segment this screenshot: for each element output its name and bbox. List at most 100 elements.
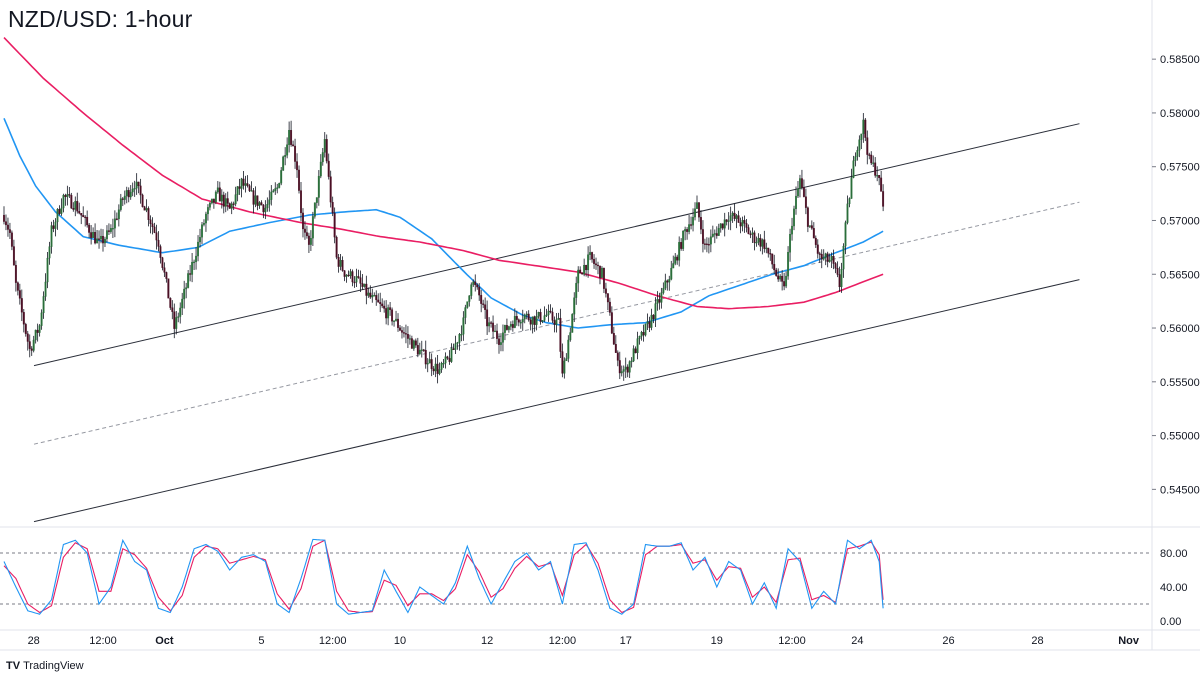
candle-up bbox=[355, 276, 358, 283]
candle-up bbox=[60, 207, 63, 214]
candle-up bbox=[458, 334, 461, 343]
candle-down bbox=[864, 119, 867, 138]
tradingview-name: TradingView bbox=[23, 660, 84, 672]
candle-down bbox=[549, 310, 552, 313]
candle-down bbox=[602, 267, 605, 289]
tradingview-logo[interactable]: TV TradingView bbox=[6, 660, 84, 672]
candle-up bbox=[393, 320, 396, 322]
candle-up bbox=[387, 307, 390, 319]
candle-down bbox=[422, 349, 425, 351]
candle-up bbox=[674, 256, 677, 264]
candle-up bbox=[640, 332, 643, 337]
candle-up bbox=[104, 238, 106, 244]
candle-down bbox=[878, 175, 881, 179]
stoch-k-line bbox=[3, 538, 884, 615]
candle-down bbox=[88, 224, 91, 233]
candle-up bbox=[280, 170, 283, 184]
candle-up bbox=[668, 279, 671, 283]
candle-down bbox=[777, 275, 780, 280]
candle-down bbox=[381, 303, 384, 307]
candle-up bbox=[46, 257, 49, 283]
candle-down bbox=[642, 332, 645, 336]
candle-up bbox=[50, 225, 53, 247]
candle-up bbox=[684, 229, 687, 232]
candle-down bbox=[806, 207, 809, 227]
candle-up bbox=[266, 204, 269, 209]
candle-up bbox=[650, 314, 653, 328]
candle-up bbox=[274, 188, 277, 191]
candle-up bbox=[709, 236, 712, 245]
candle-down bbox=[242, 178, 245, 186]
candle-down bbox=[527, 313, 530, 320]
candle-up bbox=[503, 325, 506, 333]
candle-up bbox=[862, 119, 865, 135]
candle-down bbox=[703, 243, 706, 245]
candle-up bbox=[797, 188, 799, 197]
candle-up bbox=[488, 322, 491, 327]
candle-down bbox=[595, 263, 597, 266]
candle-down bbox=[84, 216, 87, 219]
candle-down bbox=[414, 340, 417, 346]
candle-down bbox=[52, 225, 55, 229]
candle-up bbox=[601, 267, 603, 278]
candle-up bbox=[44, 281, 47, 297]
candle-down bbox=[810, 225, 813, 229]
candle-up bbox=[846, 203, 849, 223]
candle-up bbox=[133, 188, 136, 190]
candle-up bbox=[442, 362, 445, 365]
candle-down bbox=[814, 237, 817, 245]
candle-up bbox=[92, 232, 95, 238]
candle-up bbox=[224, 198, 227, 207]
candle-up bbox=[363, 283, 366, 287]
candle-down bbox=[559, 317, 562, 352]
candle-up bbox=[573, 297, 576, 315]
candle-down bbox=[818, 253, 821, 255]
candle-up bbox=[462, 317, 465, 335]
candle-down bbox=[377, 299, 380, 303]
candle-down bbox=[68, 194, 71, 196]
time-tick-label: 28 bbox=[28, 635, 40, 647]
channel-lower-line bbox=[33, 279, 1080, 523]
candle-up bbox=[547, 310, 550, 316]
candle-down bbox=[121, 198, 124, 200]
candle-down bbox=[733, 212, 736, 219]
candle-down bbox=[307, 235, 310, 245]
candle-up bbox=[193, 261, 196, 264]
candle-down bbox=[167, 278, 170, 299]
candle-down bbox=[300, 190, 302, 214]
candle-up bbox=[535, 316, 538, 325]
candle-up bbox=[507, 326, 510, 330]
time-tick-label: 24 bbox=[851, 635, 863, 647]
candle-up bbox=[828, 260, 831, 262]
price-tick-label: 0.54500 bbox=[1160, 484, 1200, 496]
chart-title: NZD/USD: 1-hour bbox=[8, 6, 193, 32]
candle-down bbox=[296, 161, 298, 171]
candle-down bbox=[30, 348, 33, 351]
candle-up bbox=[230, 203, 233, 209]
candle-up bbox=[48, 246, 51, 259]
candle-up bbox=[464, 307, 467, 318]
candle-down bbox=[707, 244, 710, 246]
candle-up bbox=[719, 223, 722, 229]
candle-down bbox=[591, 252, 594, 260]
candle-up bbox=[349, 271, 352, 277]
candle-up bbox=[371, 295, 374, 298]
candle-down bbox=[480, 295, 483, 304]
candle-up bbox=[426, 363, 429, 365]
axes: 0.58500 0.58000 0.57500 0.57000 0.56500 0.560… bbox=[28, 54, 1200, 647]
candle-up bbox=[636, 338, 639, 354]
candle-down bbox=[365, 283, 368, 296]
candle-up bbox=[175, 317, 178, 329]
candle-down bbox=[753, 232, 756, 243]
candle-down bbox=[608, 301, 611, 313]
candle-up bbox=[129, 191, 132, 198]
candle-up bbox=[717, 228, 720, 236]
candle-down bbox=[743, 220, 746, 224]
candle-up bbox=[694, 208, 696, 218]
candle-down bbox=[701, 229, 704, 244]
candle-down bbox=[804, 196, 807, 208]
candle-down bbox=[333, 212, 336, 238]
candle-down bbox=[58, 209, 61, 214]
candle-down bbox=[775, 269, 778, 276]
